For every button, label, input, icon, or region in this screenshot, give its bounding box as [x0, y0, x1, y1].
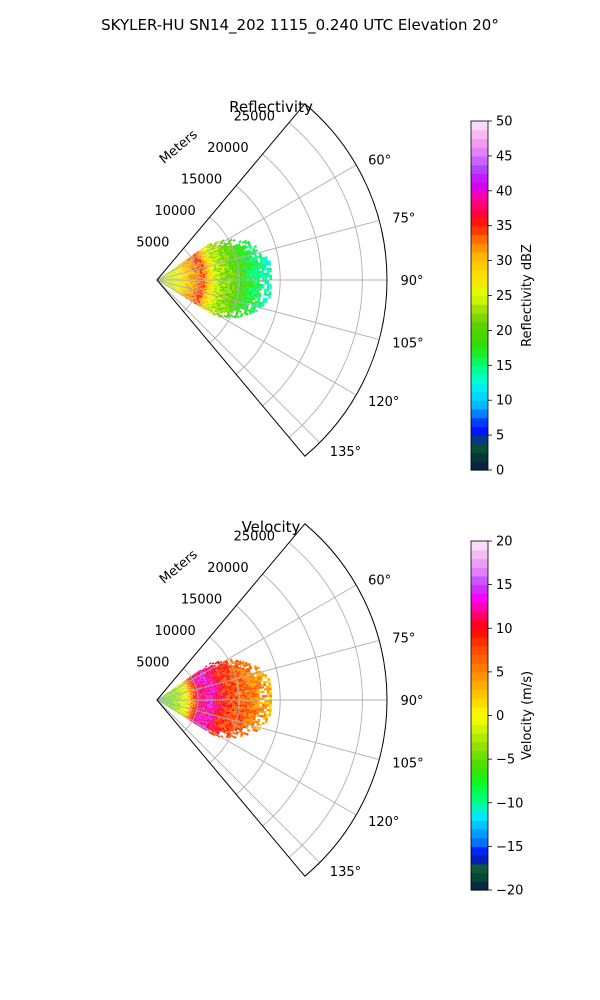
colorbar-tick-label: 45 [496, 149, 513, 164]
range-axis-label: Meters [157, 547, 201, 587]
azimuth-tick-label: 75° [392, 632, 415, 647]
azimuth-tick-label: 135° [330, 865, 361, 880]
azimuth-tick-label: 120° [368, 815, 399, 830]
azimuth-gridline [156, 220, 380, 281]
range-tick-label: 20000 [207, 561, 248, 576]
colorbar-tick-label: 10 [496, 394, 513, 409]
azimuth-tick-label: 120° [368, 395, 399, 410]
azimuth-gridline [156, 279, 357, 396]
azimuth-tick-label: 105° [392, 757, 423, 772]
colorbar-tick-label: 35 [496, 219, 513, 234]
range-tick-label: 25000 [234, 110, 275, 125]
colorbar-tick-label: 20 [496, 535, 513, 550]
radar-data-field [158, 658, 272, 739]
azimuth-tick-label: 75° [392, 212, 415, 227]
reflectivity-panel: Reflectivity 5000 10000 15000 20000 25000 Mete… [136, 98, 535, 479]
colorbar-tick-label: 0 [496, 709, 504, 724]
panel-title: Velocity [242, 518, 301, 536]
azimuth-gridline [156, 699, 320, 863]
colorbar-tick-label: 0 [496, 464, 504, 479]
colorbar-label: Reflectivity dBZ [520, 244, 535, 347]
radar-data-field [158, 238, 272, 319]
range-tick-label: 15000 [181, 593, 222, 608]
azimuth-gridline [156, 699, 380, 760]
colorbar: −20 −15 −10 −5 0 5 10 15 20 Velocity (m/s) [470, 535, 535, 899]
range-tick-label: 15000 [181, 173, 222, 188]
azimuth-tick-label: 90° [401, 694, 424, 709]
range-axis-label: Meters [157, 127, 201, 167]
range-tick-label: 5000 [136, 656, 169, 671]
colorbar-tick-label: −5 [496, 753, 515, 768]
colorbar-tick-label: 40 [496, 184, 513, 199]
velocity-panel: Velocity 5000 10000 15000 20000 25000 Meters 60… [136, 518, 535, 899]
colorbar-tick-label: 25 [496, 289, 513, 304]
colorbar-tick-label: 50 [496, 115, 513, 130]
range-tick-label: 5000 [136, 236, 169, 251]
azimuth-gridline [156, 584, 357, 701]
figure-suptitle: SKYLER-HU SN14_202 1115_0.240 UTC Elevat… [101, 16, 499, 34]
colorbar-tick-label: 15 [496, 578, 513, 593]
azimuth-gridline [156, 164, 357, 281]
colorbar-label: Velocity (m/s) [520, 671, 535, 760]
azimuth-tick-label: 60° [368, 153, 391, 168]
azimuth-gridline [156, 279, 380, 340]
range-tick-label: 20000 [207, 141, 248, 156]
azimuth-tick-label: 90° [401, 274, 424, 289]
panel-title: Reflectivity [229, 98, 313, 116]
colorbar: 0 5 10 15 20 25 30 35 40 45 50 Reflectivity dBZ [470, 115, 535, 479]
azimuth-gridline [156, 279, 320, 443]
colorbar-tick-label: −20 [496, 884, 523, 899]
range-tick-label: 10000 [154, 204, 195, 219]
colorbar-tick-label: 15 [496, 359, 513, 374]
colorbar-tick-label: 10 [496, 622, 513, 637]
sector-frame [156, 103, 388, 457]
colorbar-tick-label: 20 [496, 324, 513, 339]
sector-frame [156, 523, 388, 877]
colorbar-tick-label: −10 [496, 796, 523, 811]
azimuth-gridline [156, 699, 357, 816]
colorbar-tick-label: 5 [496, 665, 504, 680]
azimuth-gridline [156, 640, 380, 701]
azimuth-tick-label: 105° [392, 337, 423, 352]
range-tick-label: 25000 [234, 530, 275, 545]
colorbar-tick-label: −15 [496, 840, 523, 855]
azimuth-tick-label: 135° [330, 445, 361, 460]
azimuth-tick-label: 60° [368, 573, 391, 588]
colorbar-tick-label: 30 [496, 254, 513, 269]
colorbar-tick-label: 5 [496, 429, 504, 444]
range-tick-label: 10000 [154, 624, 195, 639]
